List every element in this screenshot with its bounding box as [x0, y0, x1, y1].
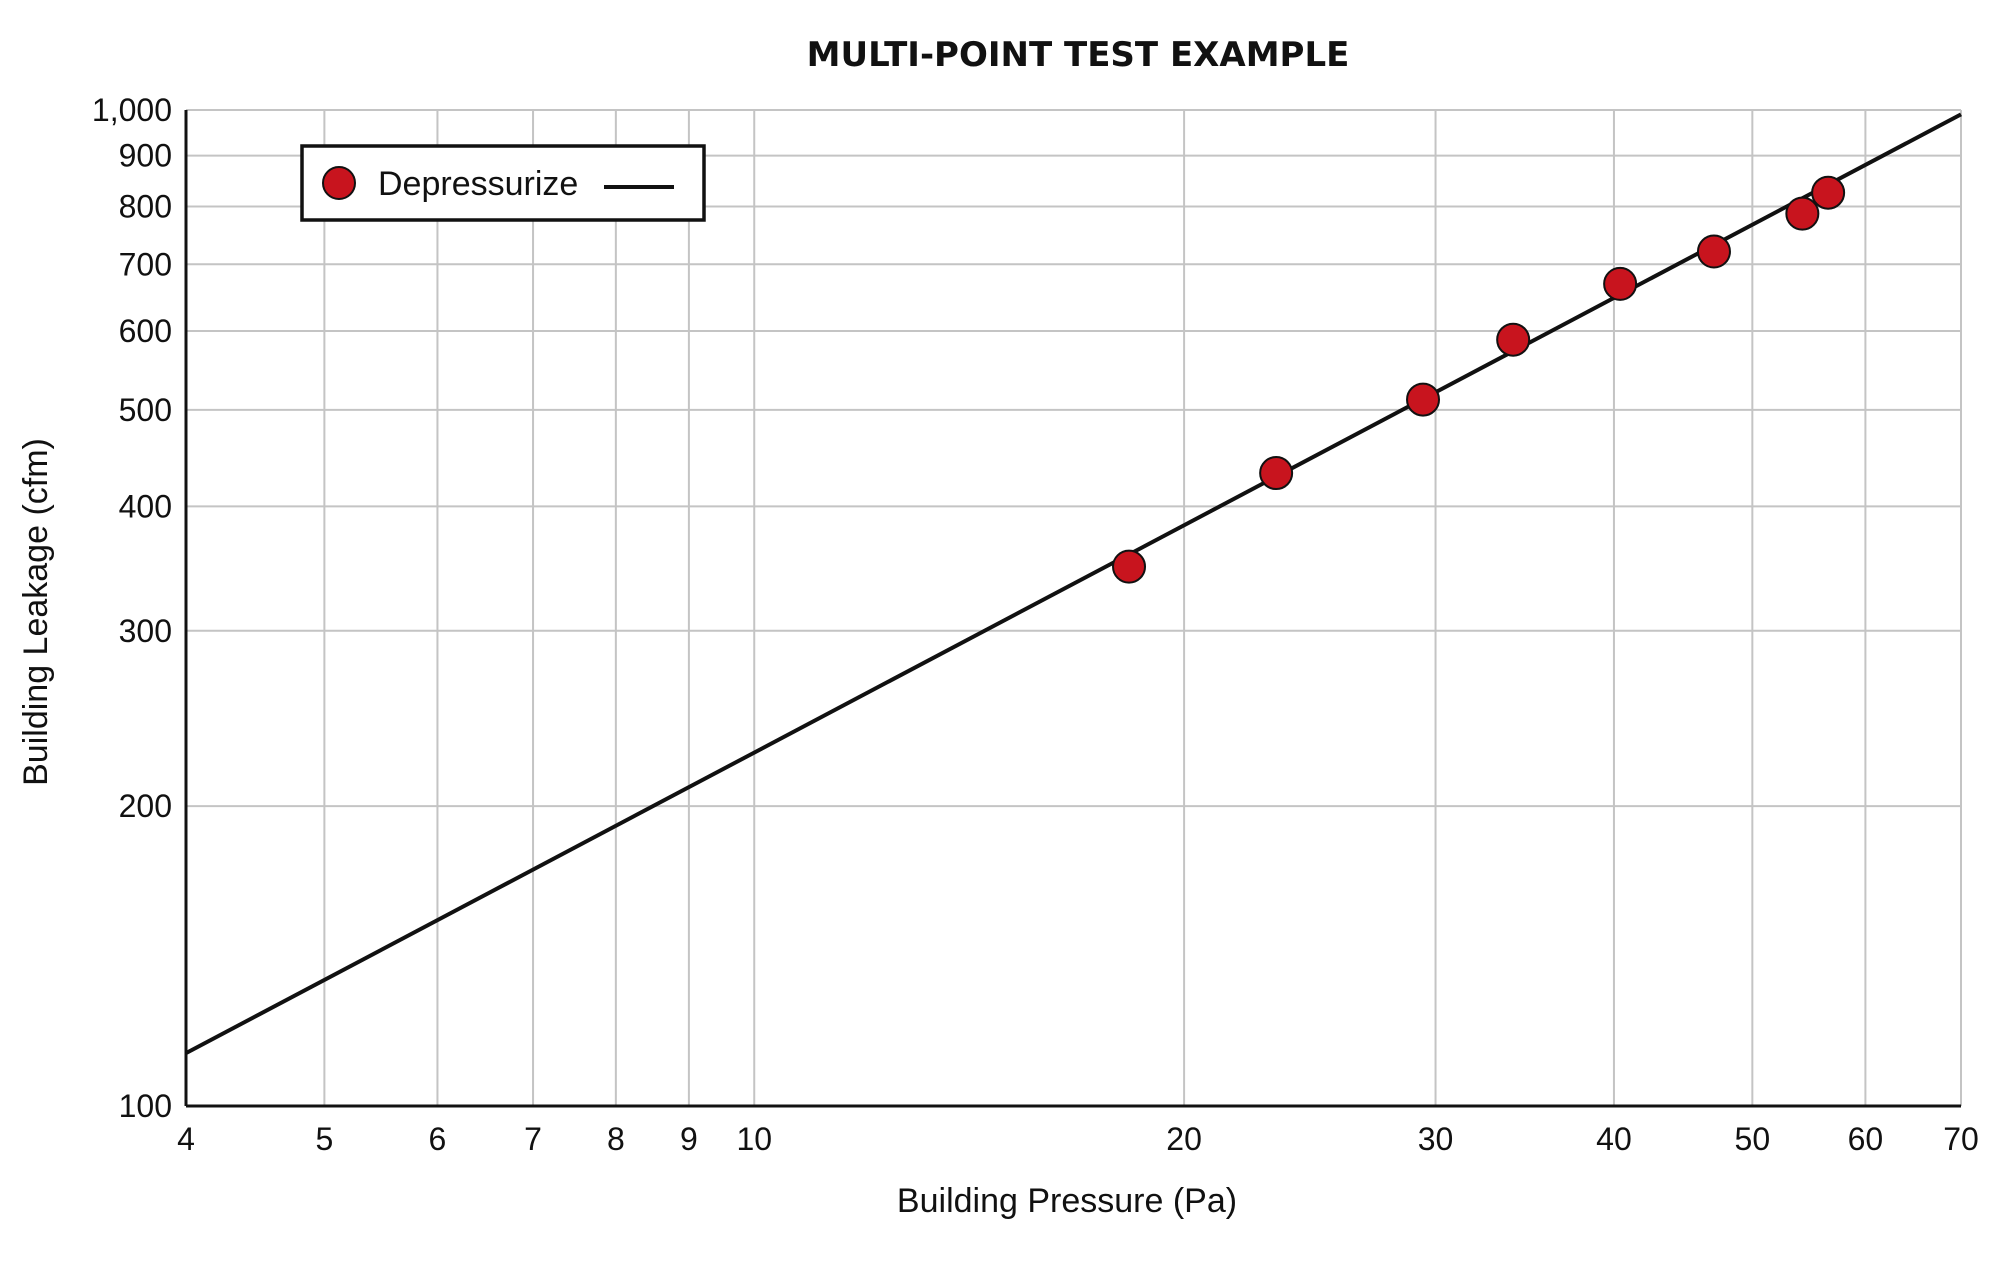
- x-tick-label: 70: [1943, 1121, 1979, 1157]
- x-tick-label: 10: [736, 1121, 772, 1157]
- chart-title: MULTI-POINT TEST EXAMPLE: [807, 35, 1350, 75]
- x-tick-label: 60: [1848, 1121, 1884, 1157]
- fit-line: [185, 112, 1962, 1055]
- data-point: [1696, 234, 1731, 269]
- x-tick-label: 8: [607, 1121, 625, 1157]
- y-axis-label: Building Leakage (cfm): [17, 438, 55, 786]
- x-tick-label: 50: [1735, 1121, 1771, 1157]
- y-tick-label: 500: [119, 392, 172, 428]
- x-axis-label: Building Pressure (Pa): [897, 1182, 1237, 1220]
- y-tick-labels: 100 200 300 400 500 600 700 800 900 1,000: [92, 92, 172, 1124]
- x-tick-label: 4: [177, 1121, 195, 1157]
- legend-box: [300, 144, 706, 222]
- data-points: [1112, 175, 1846, 584]
- x-tick-label: 5: [315, 1121, 333, 1157]
- x-tick-label: 30: [1418, 1121, 1454, 1157]
- data-point: [1406, 382, 1441, 417]
- y-tick-label: 1,000: [92, 92, 172, 128]
- y-tick-label: 900: [119, 138, 172, 174]
- data-point: [1259, 456, 1294, 491]
- data-point: [1811, 175, 1846, 210]
- y-tick-label: 100: [119, 1088, 172, 1124]
- data-point: [1112, 549, 1147, 584]
- y-tick-label: 600: [119, 313, 172, 349]
- legend-label-depressurize: Depressurize: [378, 165, 578, 203]
- data-point: [1496, 322, 1531, 357]
- x-tick-label: 6: [429, 1121, 447, 1157]
- y-tick-label: 800: [119, 189, 172, 225]
- y-tick-label: 700: [119, 246, 172, 282]
- fit-line-layer: [185, 112, 1962, 1055]
- y-tick-label: 300: [119, 613, 172, 649]
- legend-marker-depressurize: [322, 166, 356, 200]
- y-tick-label: 200: [119, 788, 172, 824]
- x-tick-label: 20: [1166, 1121, 1202, 1157]
- x-tick-label: 7: [524, 1121, 542, 1157]
- grid-lines: [186, 109, 1962, 1106]
- legend: Depressurize: [300, 144, 706, 222]
- data-point: [1785, 196, 1820, 231]
- x-tick-label: 9: [680, 1121, 698, 1157]
- axes: [184, 110, 1961, 1108]
- y-tick-label: 400: [119, 488, 172, 524]
- x-tick-label: 40: [1596, 1121, 1632, 1157]
- data-point: [1603, 266, 1638, 301]
- x-tick-labels: 4 5 6 7 8 9 10 20 30 40 50 60 70: [177, 1121, 1979, 1157]
